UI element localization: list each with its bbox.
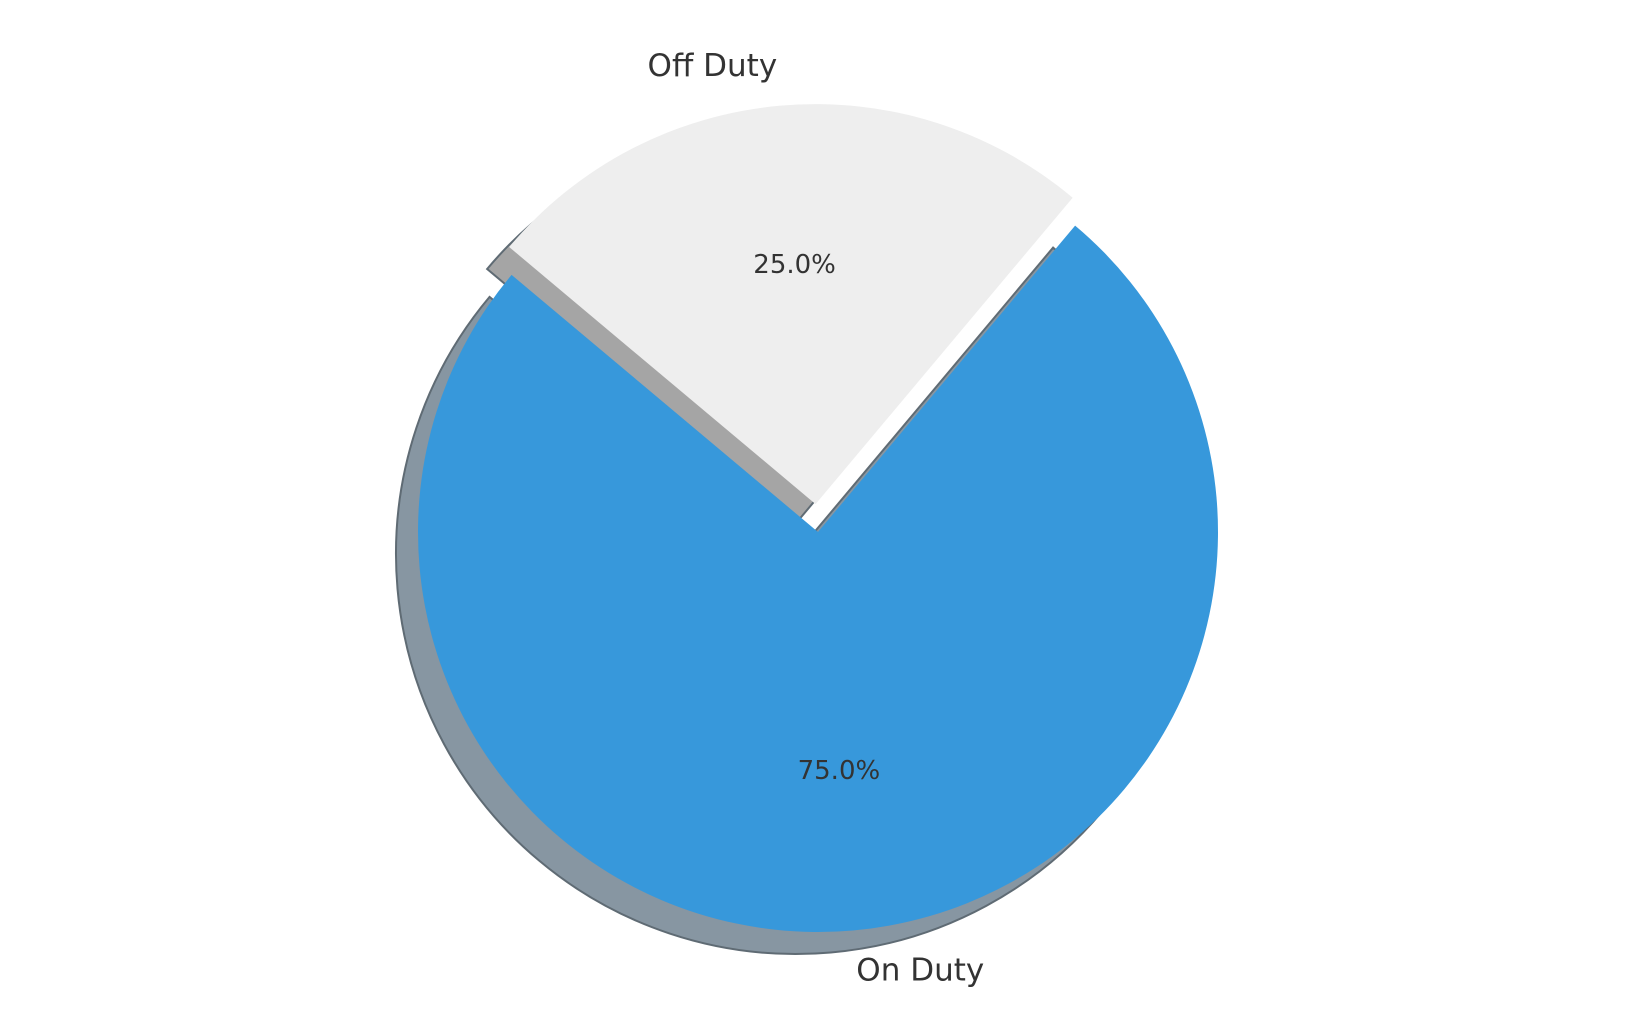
category-label-off-duty: Off Duty [648,48,778,84]
category-label-on-duty: On Duty [856,952,984,988]
wedge-layer [417,104,1218,932]
wedge-off-duty[interactable] [509,104,1073,505]
wedge-on-duty[interactable] [417,225,1218,932]
pct-label-off-duty: 25.0% [753,250,836,280]
pct-label-on-duty: 75.0% [798,756,881,786]
label-layer: 75.0% On Duty 25.0% Off Duty [648,48,985,988]
